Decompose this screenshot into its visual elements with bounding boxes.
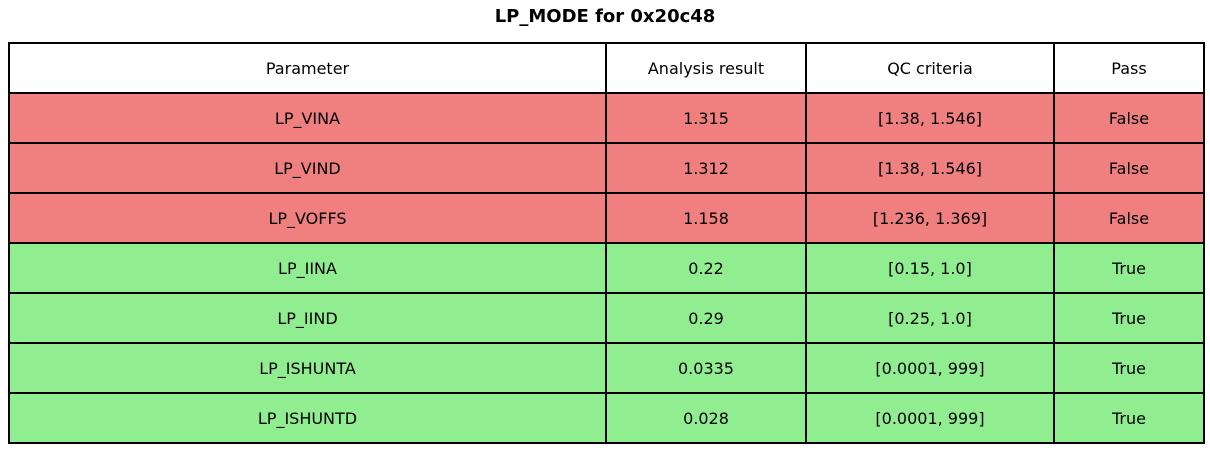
- cell-qc-criteria: [1.38, 1.546]: [805, 142, 1055, 194]
- cell-pass: False: [1053, 92, 1205, 144]
- cell-pass: True: [1053, 292, 1205, 344]
- cell-analysis-result: 0.29: [605, 292, 807, 344]
- cell-analysis-result: 1.312: [605, 142, 807, 194]
- cell-parameter: LP_VINA: [8, 92, 607, 144]
- cell-qc-criteria: [0.0001, 999]: [805, 392, 1055, 444]
- cell-analysis-result: 0.028: [605, 392, 807, 444]
- cell-parameter: LP_IIND: [8, 292, 607, 344]
- cell-qc-criteria: [1.38, 1.546]: [805, 92, 1055, 144]
- cell-analysis-result: 1.315: [605, 92, 807, 144]
- header-qc-criteria: QC criteria: [805, 42, 1055, 94]
- cell-pass: True: [1053, 242, 1205, 294]
- cell-pass: True: [1053, 392, 1205, 444]
- cell-parameter: LP_VOFFS: [8, 192, 607, 244]
- cell-analysis-result: 0.0335: [605, 342, 807, 394]
- cell-qc-criteria: [1.236, 1.369]: [805, 192, 1055, 244]
- cell-qc-criteria: [0.15, 1.0]: [805, 242, 1055, 294]
- cell-pass: True: [1053, 342, 1205, 394]
- cell-parameter: LP_ISHUNTA: [8, 342, 607, 394]
- cell-analysis-result: 1.158: [605, 192, 807, 244]
- cell-parameter: LP_VIND: [8, 142, 607, 194]
- figure-title: LP_MODE for 0x20c48: [494, 6, 716, 27]
- cell-parameter: LP_ISHUNTD: [8, 392, 607, 444]
- cell-pass: False: [1053, 192, 1205, 244]
- cell-parameter: LP_IINA: [8, 242, 607, 294]
- header-analysis-result: Analysis result: [605, 42, 807, 94]
- cell-qc-criteria: [0.0001, 999]: [805, 342, 1055, 394]
- table-row: LP_VOFFS 1.158 [1.236, 1.369] False: [8, 192, 1205, 244]
- cell-qc-criteria: [0.25, 1.0]: [805, 292, 1055, 344]
- cell-analysis-result: 0.22: [605, 242, 807, 294]
- header-row: Parameter Analysis result QC criteria Pa…: [8, 42, 1205, 94]
- table-row: LP_IINA 0.22 [0.15, 1.0] True: [8, 242, 1205, 294]
- table-row: LP_VIND 1.312 [1.38, 1.546] False: [8, 142, 1205, 194]
- header-parameter: Parameter: [8, 42, 607, 94]
- table-row: LP_ISHUNTA 0.0335 [0.0001, 999] True: [8, 342, 1205, 394]
- cell-pass: False: [1053, 142, 1205, 194]
- table-row: LP_ISHUNTD 0.028 [0.0001, 999] True: [8, 392, 1205, 444]
- table-row: LP_IIND 0.29 [0.25, 1.0] True: [8, 292, 1205, 344]
- table-row: LP_VINA 1.315 [1.38, 1.546] False: [8, 92, 1205, 144]
- header-pass: Pass: [1053, 42, 1205, 94]
- qc-table: Parameter Analysis result QC criteria Pa…: [8, 42, 1205, 444]
